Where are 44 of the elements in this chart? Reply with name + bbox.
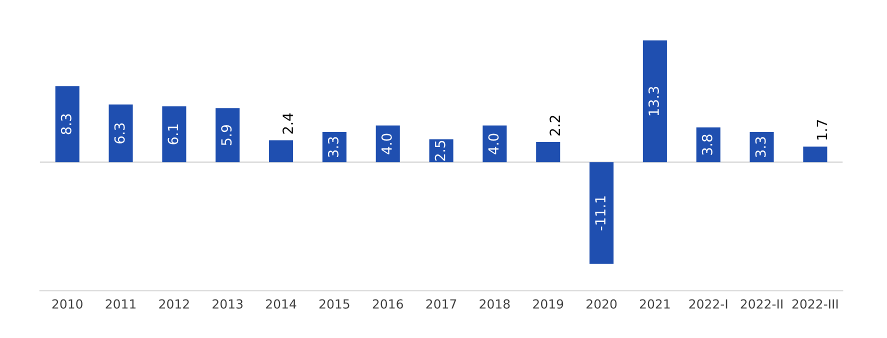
bar [162,106,186,162]
x-tick-label: 2012 [159,299,189,309]
x-tick-label: 2010 [52,299,82,309]
x-tick-label: 2014 [266,299,296,309]
bar [269,140,294,162]
x-tick-label: 2022-II [740,299,782,309]
bar [376,126,400,162]
data-label: 13.3 [648,86,659,116]
x-tick-label: 2018 [480,299,510,309]
bar [536,142,560,162]
data-label: 3.3 [755,137,766,158]
bar [55,86,80,162]
bar [696,127,720,162]
x-tick-label: 2022-III [792,299,838,309]
x-tick-label: 2021 [640,299,670,309]
bar [750,132,774,162]
x-tick-label: 2019 [533,299,564,309]
x-tick-label: 2017 [426,299,456,309]
x-tick-label: 2011 [106,299,136,309]
x-tick-label: 2020 [586,299,617,309]
data-label: 5.9 [221,125,232,146]
data-label: 1.7 [816,120,828,140]
x-tick-label: 2022-I [689,299,728,309]
data-label: 6.1 [168,124,178,144]
x-tick-label: 2015 [319,299,350,309]
x-tick-label: 2013 [212,299,243,309]
bar [590,162,614,264]
data-label: 2.5 [434,140,446,161]
bar [216,108,240,162]
x-tick-label: 2016 [372,299,403,309]
bar [642,40,667,162]
bar [108,104,133,162]
data-label: 4.0 [381,134,392,154]
data-label: 3.3 [328,137,338,158]
bar [482,126,507,162]
bar [803,146,828,162]
bar [322,132,346,162]
data-label: 2.2 [550,116,560,136]
data-label: 2.4 [282,113,293,134]
data-label: 8.3 [60,114,72,134]
data-label: 3.8 [702,134,712,155]
data-label: 4.0 [488,134,499,154]
data-label: -11.1 [595,196,606,230]
data-label: 6.3 [114,123,125,144]
